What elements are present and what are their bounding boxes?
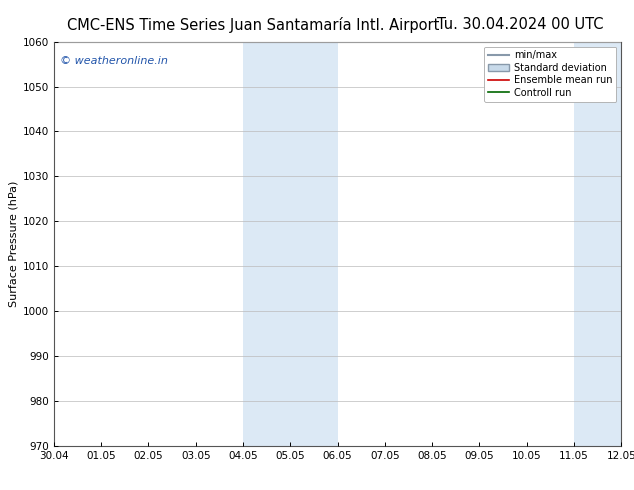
Bar (574, 42, 621, 446)
Text: © weatheronline.in: © weatheronline.in (60, 56, 167, 66)
Legend: min/max, Standard deviation, Ensemble mean run, Controll run: min/max, Standard deviation, Ensemble me… (484, 47, 616, 101)
Y-axis label: Surface Pressure (hPa): Surface Pressure (hPa) (9, 181, 18, 307)
Bar (243, 42, 337, 446)
Text: CMC-ENS Time Series Juan Santamaría Intl. Airport: CMC-ENS Time Series Juan Santamaría Intl… (67, 17, 440, 33)
Text: Tu. 30.04.2024 00 UTC: Tu. 30.04.2024 00 UTC (437, 17, 603, 32)
